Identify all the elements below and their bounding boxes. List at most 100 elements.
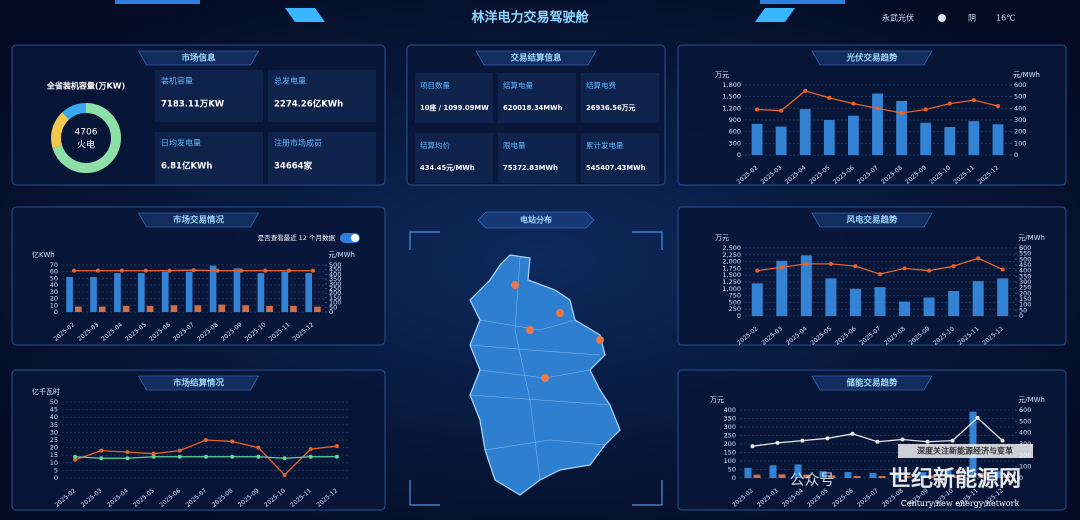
y-tick-label: 1,500 — [722, 271, 741, 279]
y2-tick-label: 350 — [1019, 272, 1031, 280]
y-tick-label: 40 — [50, 413, 58, 421]
y-tick-label: 1,800 — [722, 81, 741, 89]
line-point — [825, 436, 830, 441]
header-deco — [755, 8, 795, 22]
panel — [11, 369, 386, 511]
map-title-deco — [477, 211, 595, 229]
weather: 阴 — [968, 14, 976, 23]
header-deco — [760, 0, 845, 4]
y2-tick-label: 250 — [329, 285, 341, 293]
bar — [972, 281, 984, 316]
line-point — [239, 268, 244, 273]
bar — [944, 470, 952, 478]
y2-tick-label: 0 — [1019, 474, 1023, 482]
line-point — [204, 454, 208, 459]
y2-tick-label: 100 — [1019, 463, 1031, 471]
panel-title-deco — [811, 375, 933, 391]
y2-tick-label: 50 — [329, 303, 337, 311]
bar — [778, 474, 786, 478]
line-point — [902, 266, 907, 271]
line-point — [975, 415, 980, 420]
line-point — [875, 106, 880, 111]
bar — [994, 471, 1002, 478]
line-point — [151, 451, 156, 456]
bar — [751, 283, 763, 316]
bar — [209, 265, 217, 312]
line-point — [925, 439, 930, 444]
panel-title: 市场信息 — [181, 53, 216, 64]
bar — [948, 290, 960, 316]
y-tick-label: 50 — [50, 398, 58, 406]
info-value: 2274.26亿KWh — [274, 99, 343, 110]
y-tick-label: 0 — [54, 308, 58, 316]
line-point — [1000, 267, 1005, 272]
page-title: 林洋电力交易驾驶舱 — [471, 10, 589, 26]
y-tick-label: 2,500 — [722, 244, 741, 252]
panel-title: 光伏交易趋势 — [845, 53, 898, 64]
y2-tick-label: 450 — [329, 266, 341, 274]
line-point — [878, 272, 882, 277]
y2-tick-label: 500 — [329, 261, 341, 269]
station-marker — [526, 326, 534, 334]
bar — [751, 123, 763, 155]
line-point — [971, 98, 976, 103]
info-label: 日均发电量 — [161, 138, 201, 148]
y2-tick-label: 600 — [1019, 406, 1031, 414]
bar — [744, 467, 752, 478]
watermark-slogan: 深度关注新能源经济与变革 — [917, 446, 1013, 456]
y2-tick-label: 250 — [1019, 284, 1031, 292]
y-axis-label: 万元 — [715, 71, 729, 79]
line-point — [828, 261, 833, 266]
y2-tick-label: 300 — [1014, 116, 1026, 124]
bar — [872, 93, 883, 155]
panel-title-deco — [811, 50, 933, 66]
info-value: 10座 / 1099.09MW — [420, 103, 489, 112]
info-label: 结算均价 — [420, 140, 450, 150]
y2-tick-label: 400 — [1014, 104, 1026, 112]
y-tick-label: 300 — [729, 139, 741, 147]
info-value: 6.81亿KWh — [161, 161, 213, 172]
y2-tick-label: 200 — [329, 289, 341, 297]
donut-center-label: 火电 — [77, 139, 95, 151]
y2-tick-label: 300 — [329, 280, 341, 288]
line-point — [853, 264, 858, 269]
line-point — [311, 268, 316, 273]
bar — [194, 305, 202, 312]
bar — [844, 472, 852, 478]
bar — [122, 305, 130, 312]
line-point — [99, 448, 104, 453]
info-card — [268, 132, 376, 184]
y2-tick-label: 300 — [1019, 278, 1031, 286]
info-value: 75372.83MWh — [503, 164, 558, 172]
y-tick-label: 10 — [50, 459, 58, 467]
y-tick-label: 600 — [729, 128, 741, 136]
line-point — [71, 268, 76, 273]
bar — [853, 475, 861, 478]
y2-axis-label: 元/MWh — [328, 251, 355, 259]
bar — [233, 268, 241, 312]
y-axis-label: 亿千瓦时 — [32, 387, 60, 396]
line-point — [73, 454, 78, 459]
line-point — [177, 454, 182, 459]
bar — [903, 475, 911, 478]
y-tick-label: 30 — [50, 288, 58, 296]
panel-title: 市场结算情况 — [173, 378, 225, 389]
line-point — [779, 265, 784, 270]
info-label: 注册市场成员 — [274, 138, 322, 148]
bar — [894, 472, 902, 478]
y-axis-label: 亿KWh — [32, 250, 55, 259]
y2-axis-label: 元/MWh — [1018, 234, 1045, 242]
line-point — [900, 437, 905, 442]
line-point — [256, 445, 261, 450]
y-tick-label: 250 — [724, 432, 736, 440]
y-tick-label: 0 — [737, 151, 741, 159]
bar — [997, 278, 1009, 316]
y-tick-label: 25 — [50, 436, 58, 444]
location: 永武光伏 — [882, 13, 914, 23]
y2-tick-label: 600 — [1014, 81, 1026, 89]
bar — [137, 273, 145, 312]
station-marker — [596, 336, 604, 344]
station-marker — [511, 281, 519, 289]
line-point — [803, 88, 808, 93]
info-label: 结算电量 — [503, 80, 533, 90]
